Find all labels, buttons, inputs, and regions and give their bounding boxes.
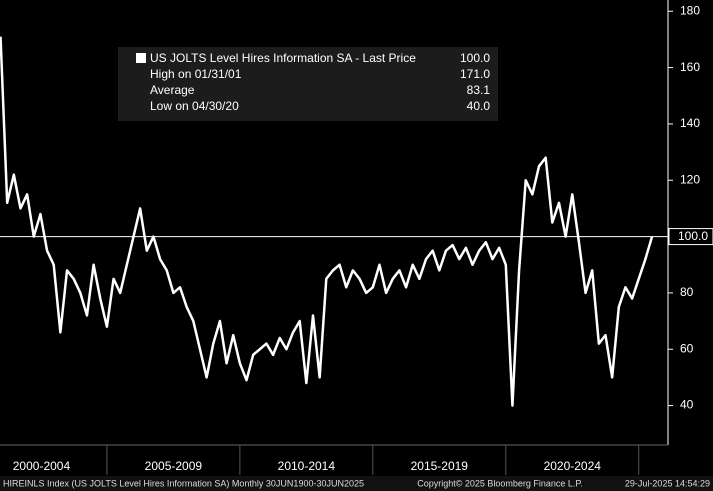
last-price-box: [668, 228, 713, 246]
y-tick-label: 140: [680, 116, 700, 130]
x-period-label: 2005-2009: [145, 459, 203, 473]
last-price-label: 100.0: [678, 229, 708, 243]
legend-value: 171.0: [460, 67, 490, 81]
y-tick-label: 160: [680, 60, 700, 74]
x-period-label: 2015-2019: [411, 459, 469, 473]
footer-center: Copyright© 2025 Bloomberg Finance L.P.: [417, 478, 583, 488]
y-tick-label: 60: [680, 341, 694, 355]
legend-value: 83.1: [467, 83, 491, 97]
legend-label: Low on 04/30/20: [150, 99, 239, 113]
legend-label: Average: [150, 83, 195, 97]
legend-value: 100.0: [460, 51, 490, 65]
y-tick-label: 120: [680, 172, 700, 186]
x-period-label: 2020-2024: [544, 459, 602, 473]
legend-box: [118, 47, 498, 121]
footer-right: 29-Jul-2025 14:54:29: [625, 478, 710, 488]
x-period-label: 2010-2014: [278, 459, 336, 473]
y-tick-label: 80: [680, 285, 694, 299]
y-tick-label: 180: [680, 3, 700, 17]
x-period-label: 2000-2004: [13, 459, 71, 473]
legend-swatch: [136, 53, 146, 63]
legend-title: US JOLTS Level Hires Information SA - La…: [150, 51, 416, 65]
y-tick-label: 40: [680, 398, 694, 412]
legend-label: High on 01/31/01: [150, 67, 242, 81]
legend-value: 40.0: [467, 99, 491, 113]
line-series: [0, 36, 654, 407]
footer-left: HIREINLS Index (US JOLTS Level Hires Inf…: [3, 478, 364, 488]
footer-bar: [0, 476, 713, 491]
